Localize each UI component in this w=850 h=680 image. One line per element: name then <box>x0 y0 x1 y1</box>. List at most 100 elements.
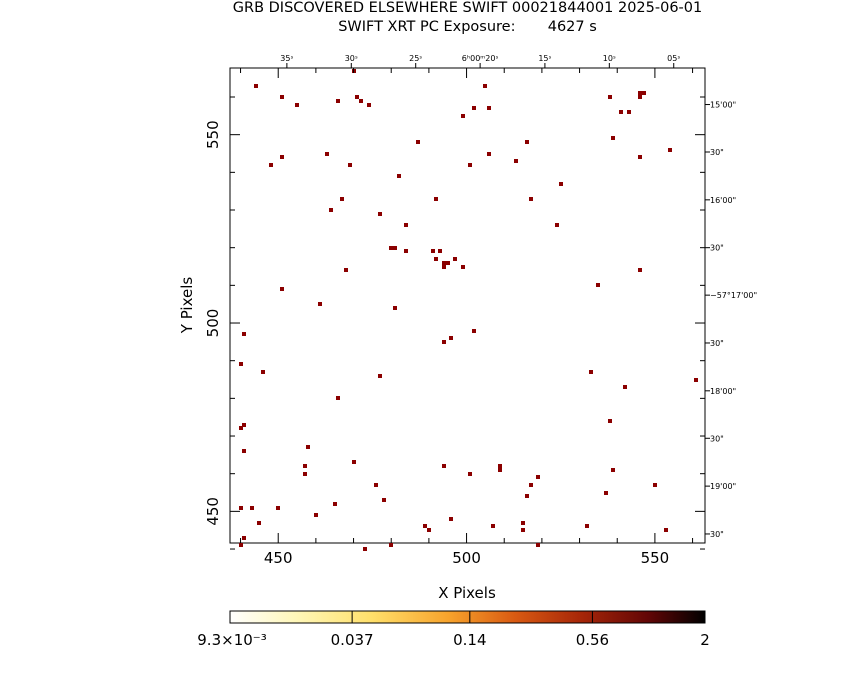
data-point <box>585 524 589 528</box>
data-point <box>449 336 453 340</box>
ra-tick-label: 10ˢ <box>603 54 616 63</box>
plot-frame <box>229 67 706 544</box>
data-point <box>472 106 476 110</box>
data-point <box>276 506 280 510</box>
data-point <box>378 212 382 216</box>
data-point <box>525 140 529 144</box>
chart-subtitle: SWIFT XRT PC Exposure: 4627 s <box>338 19 597 35</box>
data-point <box>487 152 491 156</box>
data-point <box>638 155 642 159</box>
ra-tick-label: 25ˢ <box>409 54 422 63</box>
data-point <box>280 155 284 159</box>
data-point <box>498 464 502 468</box>
data-point <box>521 521 525 525</box>
dec-tick-label: 30" <box>710 148 724 157</box>
data-point <box>555 223 559 227</box>
data-point <box>608 419 612 423</box>
data-point <box>453 257 457 261</box>
ra-tick-label: 6ʰ00ᵐ20ˢ <box>462 54 499 63</box>
y-tick-label: 450 <box>204 497 222 526</box>
data-point <box>355 95 359 99</box>
data-point <box>461 114 465 118</box>
data-point <box>611 468 615 472</box>
data-point <box>434 257 438 261</box>
data-point <box>344 268 348 272</box>
ra-tick-label: 35ˢ <box>280 54 293 63</box>
data-point <box>367 103 371 107</box>
data-point <box>611 136 615 140</box>
data-point <box>638 95 642 99</box>
data-point <box>325 152 329 156</box>
data-point <box>389 246 393 250</box>
data-point <box>487 106 491 110</box>
data-point <box>239 506 243 510</box>
data-point <box>423 524 427 528</box>
ra-tick-label: 05ˢ <box>667 54 680 63</box>
data-point <box>529 483 533 487</box>
data-point <box>374 483 378 487</box>
data-point <box>514 159 518 163</box>
data-point <box>442 261 446 265</box>
data-point <box>664 528 668 532</box>
data-point <box>536 475 540 479</box>
dec-tick-label: 30" <box>710 339 724 348</box>
data-point <box>498 468 502 472</box>
data-point <box>363 547 367 551</box>
data-point <box>336 99 340 103</box>
data-point <box>340 197 344 201</box>
data-point <box>536 543 540 547</box>
colorbar-tick-label: 9.3×10⁻³ <box>197 631 266 649</box>
colorbar-tick-label: 2 <box>700 631 710 649</box>
data-point <box>389 543 393 547</box>
colorbar-tick-label: 0.56 <box>576 631 609 649</box>
data-point <box>521 528 525 532</box>
data-point <box>239 426 243 430</box>
data-point <box>434 197 438 201</box>
data-point <box>468 472 472 476</box>
data-point <box>250 506 254 510</box>
data-point <box>295 103 299 107</box>
data-point <box>303 464 307 468</box>
x-axis-label: X Pixels <box>438 584 496 602</box>
data-point <box>333 502 337 506</box>
dec-tick-label: −57°17'00" <box>710 291 757 300</box>
y-tick-label: 550 <box>204 120 222 149</box>
data-point <box>559 182 563 186</box>
data-point <box>397 174 401 178</box>
data-point <box>280 95 284 99</box>
data-point <box>604 491 608 495</box>
dec-tick-label: 30" <box>710 244 724 253</box>
data-point <box>483 84 487 88</box>
dec-tick-label: 16'00" <box>710 196 736 205</box>
data-point <box>404 249 408 253</box>
data-point <box>525 494 529 498</box>
data-point <box>642 91 646 95</box>
dec-tick-label: 19'00" <box>710 482 736 491</box>
data-point <box>336 396 340 400</box>
data-point <box>257 521 261 525</box>
data-point <box>382 498 386 502</box>
data-point <box>306 445 310 449</box>
ra-tick-label: 30ˢ <box>345 54 358 63</box>
data-point <box>393 246 397 250</box>
dec-tick-label: 15'00" <box>710 101 736 110</box>
data-point <box>242 332 246 336</box>
data-point <box>261 370 265 374</box>
data-point <box>623 385 627 389</box>
axis-ticks: 450 500 550 450 500 550 35ˢ 30ˢ 25ˢ 6ʰ00ᵐ20ˢ 15ˢ 10… <box>204 54 757 567</box>
data-point <box>239 543 243 547</box>
y-axis-label: Y Pixels <box>178 277 196 335</box>
data-point <box>442 464 446 468</box>
chart-title: GRB DISCOVERED ELSEWHERE SWIFT 000218440… <box>232 0 703 16</box>
data-point <box>638 91 642 95</box>
data-point <box>269 163 273 167</box>
data-point <box>449 517 453 521</box>
data-point <box>438 249 442 253</box>
colorbar-tick-label: 0.037 <box>331 631 374 649</box>
data-point <box>589 370 593 374</box>
data-point <box>491 524 495 528</box>
data-point <box>627 110 631 114</box>
data-point <box>461 265 465 269</box>
data-point <box>318 302 322 306</box>
